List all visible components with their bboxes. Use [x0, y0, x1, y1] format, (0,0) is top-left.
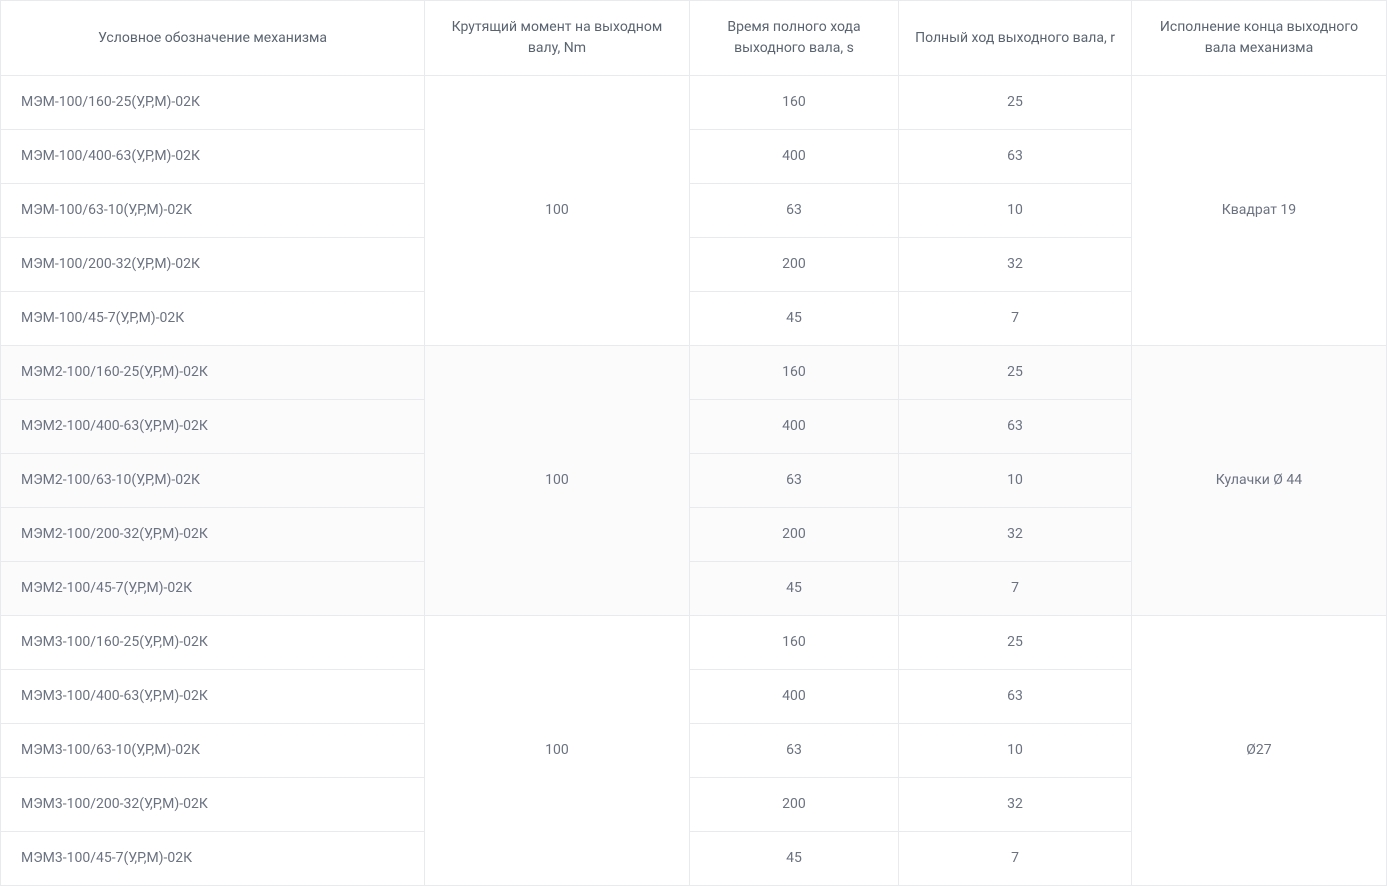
cell-name: МЭМ2-100/400-63(У,Р,М)-02К: [1, 400, 425, 454]
cell-stroke: 7: [899, 292, 1132, 346]
cell-stroke: 10: [899, 184, 1132, 238]
cell-shaft-end: Квадрат 19: [1131, 76, 1386, 346]
cell-stroke: 25: [899, 616, 1132, 670]
col-header-stroke: Полный ход выходного вала, r: [899, 1, 1132, 76]
cell-time: 400: [689, 130, 898, 184]
cell-torque: 100: [425, 346, 690, 616]
cell-torque: 100: [425, 616, 690, 886]
cell-name: МЭМ-100/45-7(У,Р,М)-02К: [1, 292, 425, 346]
table-row: МЭМ3-100/160-25(У,Р,М)-02К10016025Ø27: [1, 616, 1387, 670]
cell-name: МЭМ2-100/160-25(У,Р,М)-02К: [1, 346, 425, 400]
cell-torque: 100: [425, 76, 690, 346]
cell-name: МЭМ3-100/63-10(У,Р,М)-02К: [1, 724, 425, 778]
cell-stroke: 25: [899, 346, 1132, 400]
cell-time: 63: [689, 454, 898, 508]
cell-time: 200: [689, 778, 898, 832]
cell-name: МЭМ3-100/200-32(У,Р,М)-02К: [1, 778, 425, 832]
col-header-shaft-end: Исполнение конца выходного вала механизм…: [1131, 1, 1386, 76]
cell-name: МЭМ2-100/45-7(У,Р,М)-02К: [1, 562, 425, 616]
table-header: Условное обозначение механизма Крутящий …: [1, 1, 1387, 76]
cell-name: МЭМ-100/400-63(У,Р,М)-02К: [1, 130, 425, 184]
cell-stroke: 63: [899, 130, 1132, 184]
cell-name: МЭМ2-100/200-32(У,Р,М)-02К: [1, 508, 425, 562]
cell-stroke: 63: [899, 400, 1132, 454]
cell-stroke: 32: [899, 508, 1132, 562]
cell-time: 63: [689, 724, 898, 778]
col-header-time: Время полного хода выходного вала, s: [689, 1, 898, 76]
table-row: МЭМ2-100/160-25(У,Р,М)-02К10016025Кулачк…: [1, 346, 1387, 400]
cell-time: 200: [689, 508, 898, 562]
cell-stroke: 32: [899, 238, 1132, 292]
cell-name: МЭМ2-100/63-10(У,Р,М)-02К: [1, 454, 425, 508]
cell-time: 45: [689, 292, 898, 346]
cell-time: 45: [689, 562, 898, 616]
cell-time: 200: [689, 238, 898, 292]
col-header-name: Условное обозначение механизма: [1, 1, 425, 76]
cell-stroke: 7: [899, 562, 1132, 616]
cell-time: 400: [689, 400, 898, 454]
cell-time: 400: [689, 670, 898, 724]
cell-name: МЭМ-100/200-32(У,Р,М)-02К: [1, 238, 425, 292]
cell-shaft-end: Ø27: [1131, 616, 1386, 886]
cell-shaft-end: Кулачки Ø 44: [1131, 346, 1386, 616]
cell-name: МЭМ-100/160-25(У,Р,М)-02К: [1, 76, 425, 130]
table-row: МЭМ-100/160-25(У,Р,М)-02К10016025Квадрат…: [1, 76, 1387, 130]
col-header-torque: Крутящий момент на выходном валу, Nm: [425, 1, 690, 76]
cell-name: МЭМ-100/63-10(У,Р,М)-02К: [1, 184, 425, 238]
cell-time: 160: [689, 76, 898, 130]
cell-stroke: 10: [899, 724, 1132, 778]
cell-name: МЭМ3-100/400-63(У,Р,М)-02К: [1, 670, 425, 724]
table-body: МЭМ-100/160-25(У,Р,М)-02К10016025Квадрат…: [1, 76, 1387, 886]
cell-name: МЭМ3-100/160-25(У,Р,М)-02К: [1, 616, 425, 670]
cell-time: 160: [689, 616, 898, 670]
cell-stroke: 63: [899, 670, 1132, 724]
cell-time: 63: [689, 184, 898, 238]
mechanism-table: Условное обозначение механизма Крутящий …: [0, 0, 1387, 886]
header-row: Условное обозначение механизма Крутящий …: [1, 1, 1387, 76]
cell-stroke: 32: [899, 778, 1132, 832]
cell-stroke: 10: [899, 454, 1132, 508]
cell-time: 160: [689, 346, 898, 400]
cell-stroke: 25: [899, 76, 1132, 130]
